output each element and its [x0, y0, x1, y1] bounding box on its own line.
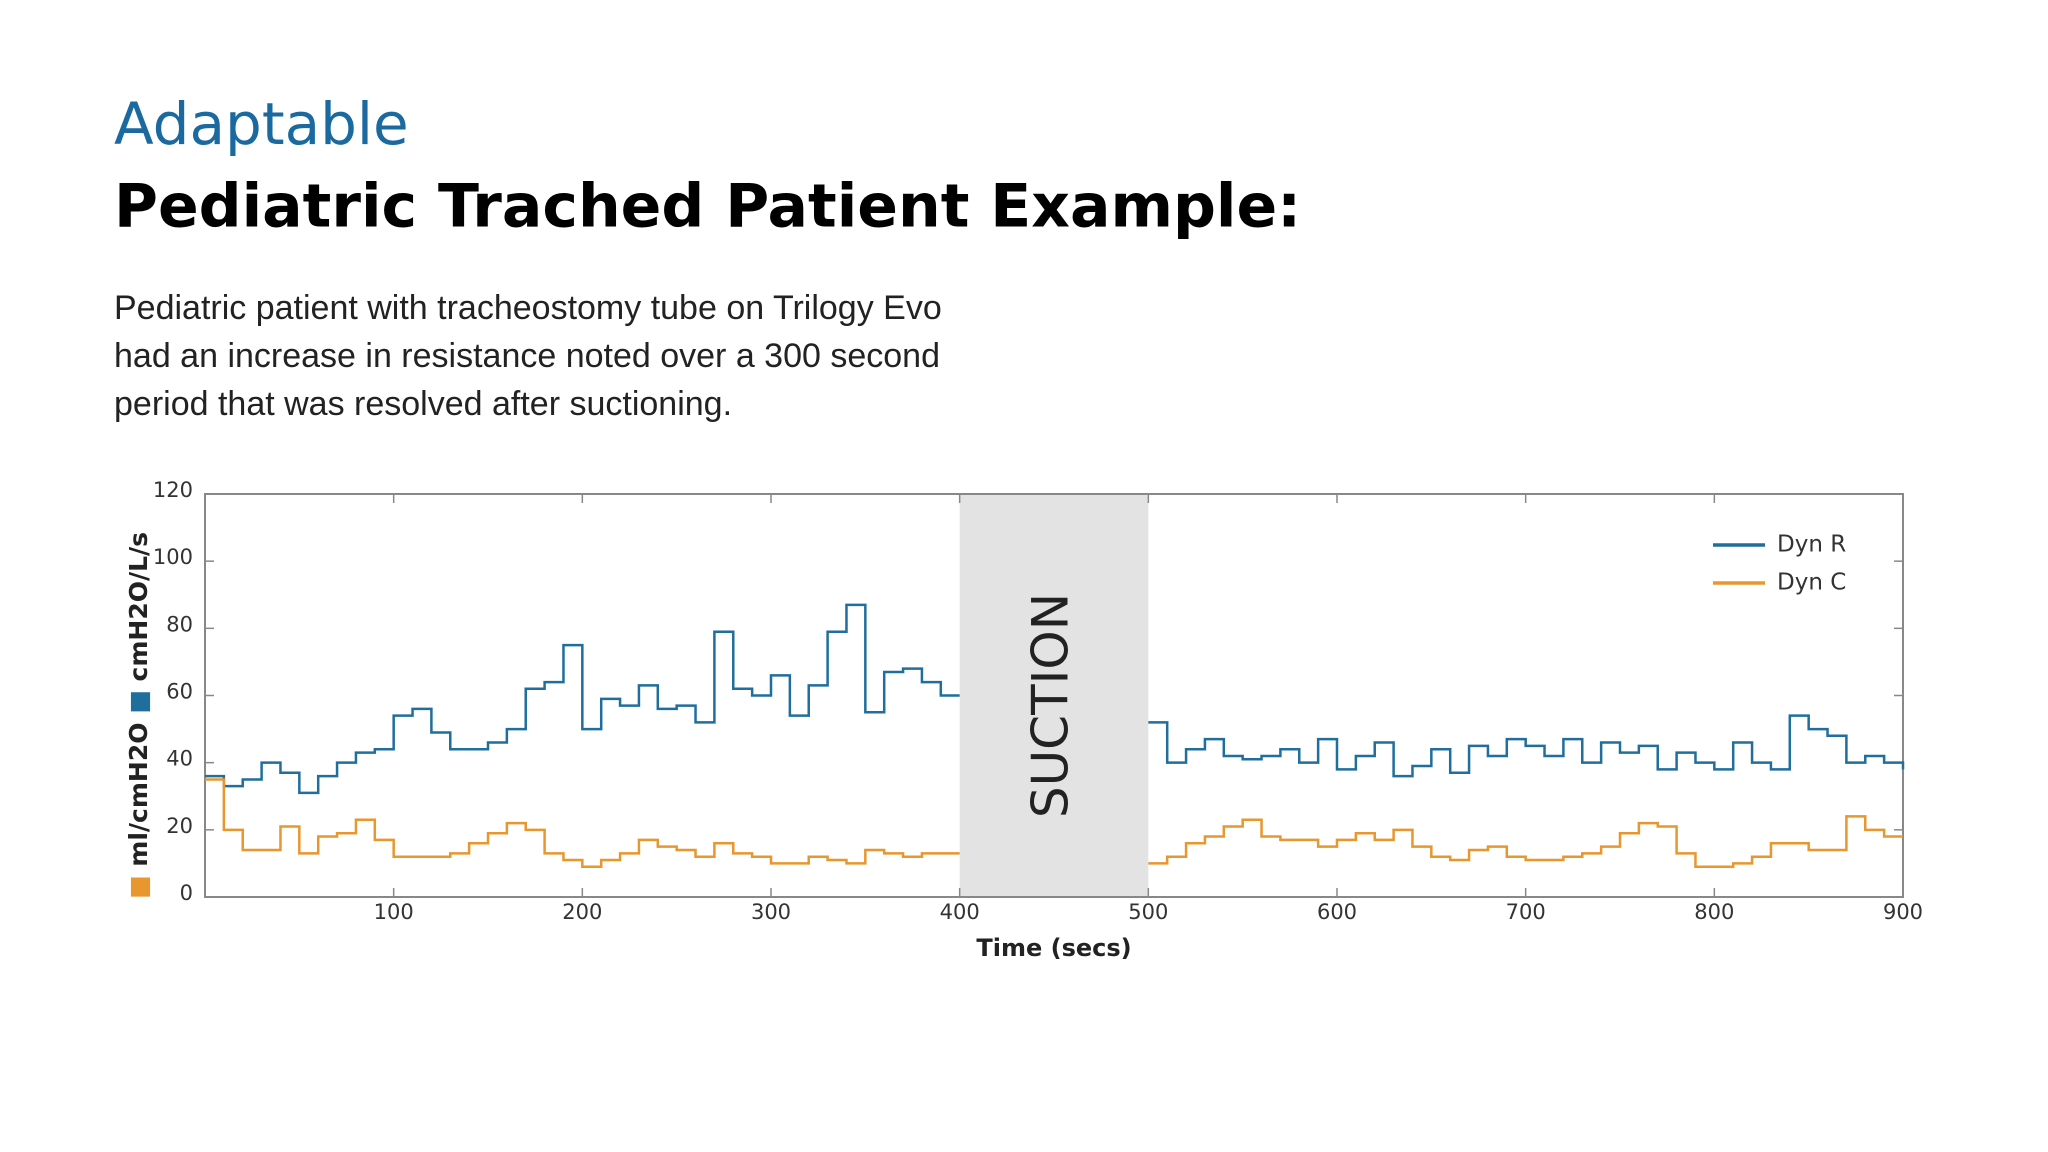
y-label-swatch: ■: [124, 867, 153, 899]
chart: SUCTION 0 20 40 60 80 100 120 100 200 300 400 500 600…: [124, 478, 1923, 962]
x-tick-label: 400: [940, 900, 980, 924]
y-tick-label: 40: [166, 747, 193, 771]
shaded-region: [959, 494, 1149, 897]
y-tick-label: 80: [166, 612, 193, 636]
y-label-part: ml/cmH2O: [124, 723, 153, 867]
y-tick-label: 20: [166, 814, 193, 838]
y-tick-label: 100: [153, 545, 193, 569]
description-line: had an increase in resistance noted over…: [114, 337, 940, 375]
description-line: period that was resolved after suctionin…: [114, 385, 732, 423]
shaded-region-label: SUCTION: [1022, 593, 1080, 818]
y-tick-label: 120: [153, 478, 193, 502]
x-tick-label: 500: [1128, 900, 1168, 924]
series-line: [205, 778, 1903, 869]
title: Pediatric Trached Patient Example:: [114, 172, 1301, 242]
legend-label: Dyn R: [1777, 532, 1846, 558]
y-label-swatch: ■: [124, 681, 153, 713]
y-label-part: cmH2O/L/s: [124, 532, 153, 682]
x-tick-label: 200: [562, 900, 602, 924]
x-tick-label: 100: [374, 900, 414, 924]
y-tick-label: 60: [166, 680, 193, 704]
y-tick-label: 0: [180, 881, 193, 905]
x-tick-label: 300: [751, 900, 791, 924]
subtitle: Adaptable: [114, 90, 409, 158]
series-line: [205, 603, 1905, 795]
x-tick-label: 800: [1694, 900, 1734, 924]
legend-label: Dyn C: [1777, 570, 1846, 596]
x-tick-label: 900: [1883, 900, 1923, 924]
x-axis-label: Time (secs): [976, 934, 1131, 962]
y-axis-label: ■ ml/cmH2O ■ cmH2O/L/s: [124, 532, 153, 899]
x-tick-label: 600: [1317, 900, 1357, 924]
description-line: Pediatric patient with tracheostomy tube…: [114, 289, 942, 327]
x-tick-label: 700: [1506, 900, 1546, 924]
